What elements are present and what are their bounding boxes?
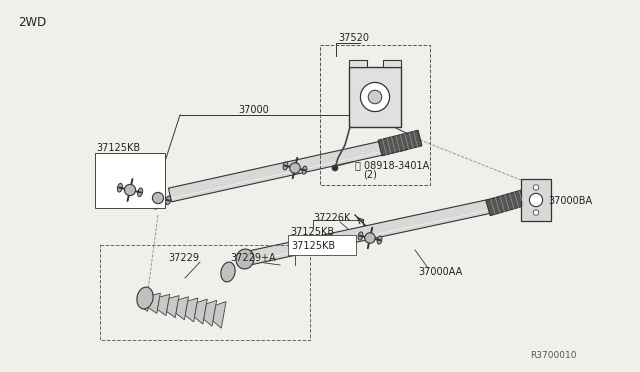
- Polygon shape: [167, 296, 179, 318]
- Polygon shape: [213, 302, 226, 328]
- Ellipse shape: [145, 191, 150, 200]
- Text: 37226K: 37226K: [313, 213, 350, 223]
- Text: R3700010: R3700010: [530, 350, 577, 359]
- Bar: [521, 179, 551, 221]
- Circle shape: [360, 83, 390, 112]
- Bar: [100, 245, 310, 340]
- Text: 2WD: 2WD: [18, 16, 46, 29]
- Text: 37229+A: 37229+A: [230, 253, 276, 263]
- Circle shape: [332, 165, 338, 171]
- Text: 37000AA: 37000AA: [418, 267, 462, 277]
- Bar: [320, 45, 430, 185]
- Bar: [288, 235, 356, 255]
- Polygon shape: [378, 130, 422, 156]
- Polygon shape: [139, 292, 151, 311]
- Bar: [349, 67, 401, 127]
- Polygon shape: [185, 298, 198, 322]
- Text: 37000: 37000: [238, 105, 269, 115]
- Ellipse shape: [137, 287, 153, 309]
- Polygon shape: [486, 189, 528, 216]
- Ellipse shape: [358, 232, 363, 240]
- Text: (2): (2): [363, 169, 377, 179]
- Circle shape: [529, 193, 543, 206]
- Polygon shape: [176, 297, 189, 320]
- Polygon shape: [157, 294, 170, 315]
- Bar: [95, 153, 165, 208]
- Ellipse shape: [302, 166, 307, 174]
- Text: 37125KB: 37125KB: [96, 143, 140, 153]
- Bar: [349, 60, 367, 67]
- Polygon shape: [148, 293, 161, 314]
- Circle shape: [124, 185, 136, 196]
- Circle shape: [365, 233, 375, 243]
- Text: ⓝ 08918-3401A: ⓝ 08918-3401A: [355, 160, 429, 170]
- Polygon shape: [195, 299, 207, 324]
- Circle shape: [368, 90, 381, 104]
- Polygon shape: [168, 136, 406, 202]
- Text: 37125KB: 37125KB: [290, 227, 334, 237]
- Ellipse shape: [283, 162, 288, 170]
- Ellipse shape: [166, 196, 171, 205]
- Bar: [383, 60, 401, 67]
- Ellipse shape: [221, 262, 235, 282]
- Ellipse shape: [138, 188, 143, 197]
- Polygon shape: [239, 195, 511, 267]
- Text: 37125KB: 37125KB: [291, 241, 335, 251]
- Ellipse shape: [236, 249, 254, 269]
- Circle shape: [152, 192, 164, 203]
- Text: 37520: 37520: [338, 33, 369, 43]
- Ellipse shape: [377, 236, 382, 244]
- Text: 37000BA: 37000BA: [548, 196, 592, 206]
- Text: 37229: 37229: [168, 253, 199, 263]
- Polygon shape: [204, 300, 217, 326]
- Circle shape: [290, 163, 300, 173]
- Ellipse shape: [117, 183, 122, 192]
- Circle shape: [533, 185, 539, 190]
- Circle shape: [533, 210, 539, 215]
